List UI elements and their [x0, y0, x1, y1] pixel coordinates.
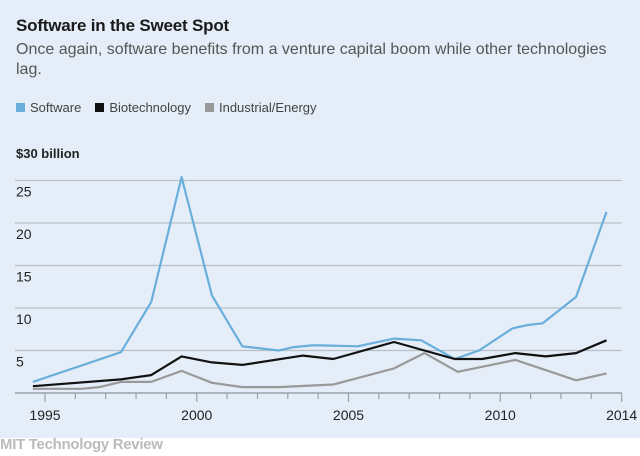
legend-swatch: [16, 103, 25, 112]
legend-label: Software: [30, 100, 82, 115]
y-tick-label: 10: [16, 311, 32, 327]
x-tick-label: 2010: [485, 407, 516, 423]
y-tick-label: 25: [16, 184, 32, 200]
x-tick-label: 2005: [333, 407, 364, 423]
y-tick-label: 15: [16, 269, 32, 285]
x-tick-label: 2000: [181, 407, 212, 423]
y-axis-unit-label: $30 billion: [16, 146, 80, 161]
legend-item-industrial-energy: Industrial/Energy: [204, 100, 317, 115]
legend-item-software: Software: [16, 100, 81, 115]
series-line-industrial-energy: [32, 352, 607, 390]
legend: Software Biotechnology Industrial/Energy: [16, 100, 317, 115]
series-line-biotechnology: [32, 339, 607, 388]
x-tick-label: 2014: [606, 407, 637, 423]
y-tick-label: 20: [16, 226, 32, 242]
legend-item-biotechnology: Biotechnology: [95, 100, 191, 115]
chart-subtitle: Once again, software benefits from a ven…: [16, 41, 607, 78]
x-tick-label: 1995: [29, 407, 60, 423]
series-line-software: [32, 176, 608, 383]
legend-label: Industrial/Energy: [218, 100, 317, 115]
credit-logo: MIT Technology Review: [0, 436, 163, 453]
legend-swatch: [95, 103, 105, 112]
chart-title: Software in the Sweet Spot: [16, 16, 229, 35]
y-tick-label: 5: [16, 354, 24, 370]
legend-label: Biotechnology: [109, 100, 191, 115]
legend-swatch: [204, 103, 214, 112]
